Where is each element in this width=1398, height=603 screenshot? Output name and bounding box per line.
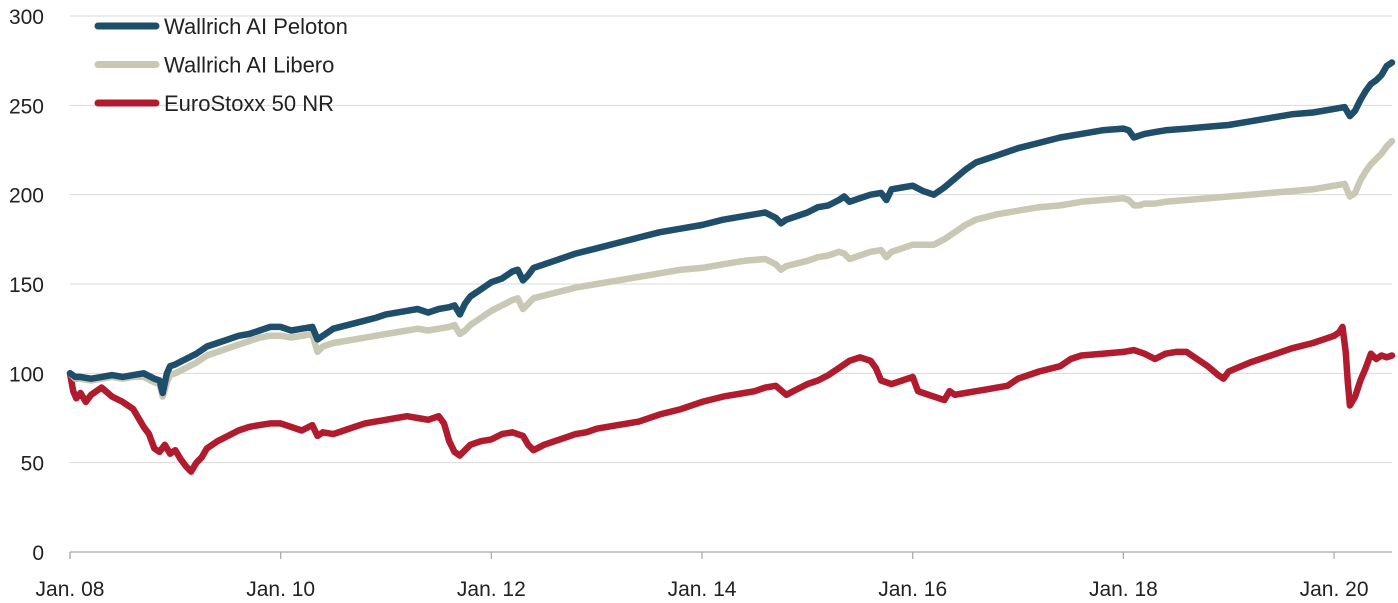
x-tick-label: Jan. 08	[36, 578, 105, 601]
x-tick-label: Jan. 20	[1300, 578, 1369, 601]
series-lines	[66, 59, 1396, 475]
series-line-wallrich-ai-libero	[66, 137, 1396, 400]
y-tick-label: 250	[9, 95, 44, 118]
legend-label-eurostoxx-50-nr: EuroStoxx 50 NR	[164, 91, 334, 116]
series-line-eurostoxx-50-nr	[66, 323, 1396, 475]
x-tick-label: Jan. 14	[668, 578, 737, 601]
y-tick-label: 0	[32, 542, 44, 565]
y-tick-label: 200	[9, 185, 44, 208]
x-tick-label: Jan. 16	[878, 578, 947, 601]
x-axis-tick-labels: Jan. 08 Jan. 10 Jan. 12 Jan. 14 Jan. 16 Jan. …	[36, 578, 1369, 601]
y-tick-label: 100	[9, 363, 44, 386]
series-line-wallrich-ai-peloton	[66, 59, 1396, 397]
x-tick-label: Jan. 10	[246, 578, 315, 601]
y-axis-tick-labels: 0 50 100 150 200 250 300	[9, 6, 44, 565]
legend: Wallrich AI Peloton Wallrich AI Libero Eur…	[94, 14, 348, 116]
x-axis	[69, 551, 1392, 559]
y-tick-label: 300	[9, 6, 44, 29]
x-tick-label: Jan. 12	[457, 578, 526, 601]
gridlines	[70, 15, 1392, 464]
y-tick-label: 150	[9, 274, 44, 297]
y-tick-label: 50	[21, 453, 44, 476]
legend-label-wallrich-ai-peloton: Wallrich AI Peloton	[164, 14, 348, 39]
legend-label-wallrich-ai-libero: Wallrich AI Libero	[164, 53, 334, 78]
x-tick-label: Jan. 18	[1089, 578, 1158, 601]
